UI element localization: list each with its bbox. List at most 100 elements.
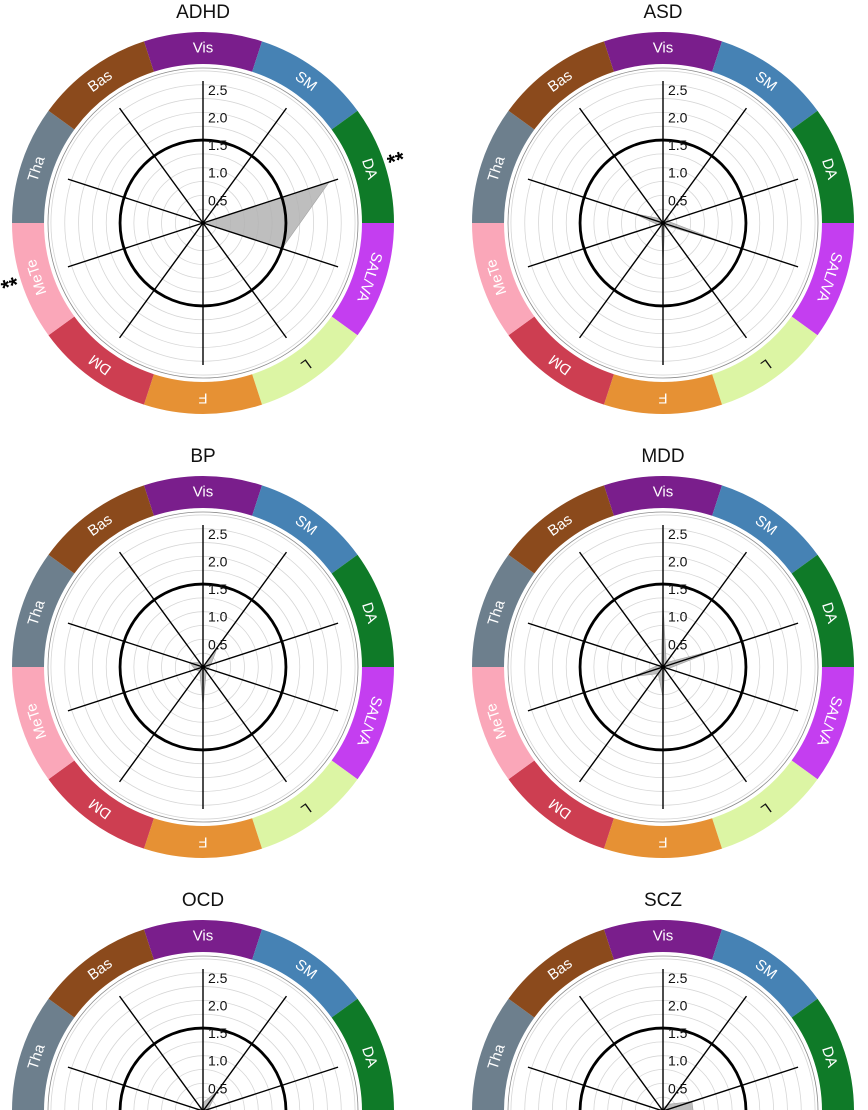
spoke-line — [527, 178, 664, 224]
grid-circle — [50, 514, 356, 820]
network-segment-f — [143, 374, 263, 415]
significance-marker: ** — [384, 146, 408, 175]
r-tick-label: 1.0 — [208, 165, 228, 181]
network-segment-vis — [143, 31, 263, 72]
network-segment-sal-va — [331, 667, 394, 780]
outer-axis-circle — [47, 955, 359, 1110]
spoke-line — [662, 666, 748, 783]
spoke-line — [202, 995, 288, 1110]
spoke-line — [202, 222, 339, 268]
r-tick-label: 0.5 — [208, 192, 228, 208]
network-segment-da — [791, 110, 854, 223]
r-tick-label: 2.5 — [668, 970, 688, 986]
network-segment-tha — [12, 554, 75, 667]
spoke-line — [662, 107, 748, 224]
spoke-line — [67, 622, 204, 668]
network-segment-tha — [472, 554, 535, 667]
r-tick-label: 1.0 — [208, 1053, 228, 1069]
network-segment-dm — [508, 760, 614, 849]
panel-title: BP — [190, 446, 215, 467]
spoke-line — [118, 551, 204, 668]
outer-axis-circle — [47, 67, 359, 379]
spoke-line — [118, 666, 204, 783]
network-segment-da — [791, 554, 854, 667]
spoke-line — [67, 666, 204, 712]
spoke-line — [202, 107, 288, 224]
network-segment-da — [331, 110, 394, 223]
network-segment-sm — [712, 929, 818, 1018]
radar-panel-adhd: ADHDVisSMDASAL/VALFDMMeTeThaBas0.51.01.5… — [0, 2, 409, 415]
network-label: DA — [358, 156, 381, 181]
network-segment-l — [252, 316, 358, 405]
network-segment-sm — [712, 485, 818, 574]
r-tick-label: 1.0 — [668, 609, 688, 625]
network-segment-bas — [508, 929, 614, 1018]
network-segment-f — [143, 818, 263, 858]
spoke-line — [202, 622, 339, 668]
network-label: Vis — [193, 928, 214, 945]
spoke-line — [662, 995, 748, 1110]
r-tick-label: 1.5 — [668, 1025, 688, 1041]
network-segment-bas — [48, 929, 154, 1018]
network-label: F — [198, 834, 207, 851]
network-segment-mete — [472, 223, 535, 336]
grid-circle — [510, 958, 816, 1110]
r-tick-label: 1.0 — [208, 609, 228, 625]
spoke-line — [578, 107, 664, 224]
grid-circle — [50, 70, 356, 376]
spoke-line — [527, 622, 664, 668]
radar-panel-ocd: OCDVisSMDASAL/VALFDMMeTeThaBas0.51.01.52… — [12, 890, 394, 1110]
network-segment-sal-va — [791, 667, 854, 780]
spoke-line — [662, 666, 799, 712]
network-segment-vis — [143, 476, 263, 516]
network-label: Vis — [653, 40, 674, 57]
spoke-line — [202, 222, 288, 339]
network-label: F — [658, 834, 667, 851]
network-segment-dm — [48, 316, 154, 405]
network-label: DA — [358, 600, 381, 625]
spoke-line — [662, 222, 748, 339]
network-segment-sm — [712, 41, 818, 130]
spoke-line — [67, 178, 204, 224]
panel-title: SCZ — [644, 890, 682, 911]
r-tick-label: 0.5 — [208, 1080, 228, 1096]
r-tick-label: 0.5 — [668, 1080, 688, 1096]
network-label: DA — [818, 600, 841, 625]
spoke-line — [662, 551, 748, 668]
network-segment-vis — [143, 920, 263, 960]
network-segment-sm — [252, 929, 358, 1018]
network-segment-f — [603, 818, 723, 859]
spoke-line — [527, 666, 664, 712]
network-label: F — [658, 390, 667, 407]
outer-axis-circle — [507, 955, 819, 1110]
network-segment-l — [712, 316, 818, 405]
network-segment-dm — [48, 760, 154, 849]
panel-title: OCD — [182, 890, 224, 911]
network-label: DA — [818, 1044, 841, 1069]
reference-circle — [578, 582, 748, 752]
network-segment-da — [331, 554, 394, 667]
network-label: F — [198, 390, 207, 407]
r-tick-label: 2.5 — [208, 970, 228, 986]
r-tick-label: 2.0 — [668, 109, 688, 125]
network-segment-tha — [472, 998, 535, 1110]
network-segment-bas — [508, 485, 614, 574]
network-label: DA — [818, 156, 841, 181]
network-segment-bas — [508, 41, 614, 130]
reference-circle — [578, 1026, 748, 1110]
network-segment-da — [331, 998, 394, 1110]
spoke-line — [67, 222, 204, 268]
r-tick-label: 1.0 — [668, 165, 688, 181]
network-segment-sal-va — [791, 223, 854, 336]
network-segment-vis — [603, 920, 723, 960]
network-segment-mete — [472, 667, 535, 780]
r-tick-label: 2.0 — [208, 997, 228, 1013]
grid-circle — [510, 70, 816, 376]
outer-axis-circle — [507, 67, 819, 379]
spoke-line — [527, 1066, 663, 1110]
network-segment-bas — [48, 41, 154, 130]
network-segment-da — [791, 998, 854, 1110]
spoke-line — [118, 222, 204, 339]
network-segment-vis — [603, 32, 723, 72]
